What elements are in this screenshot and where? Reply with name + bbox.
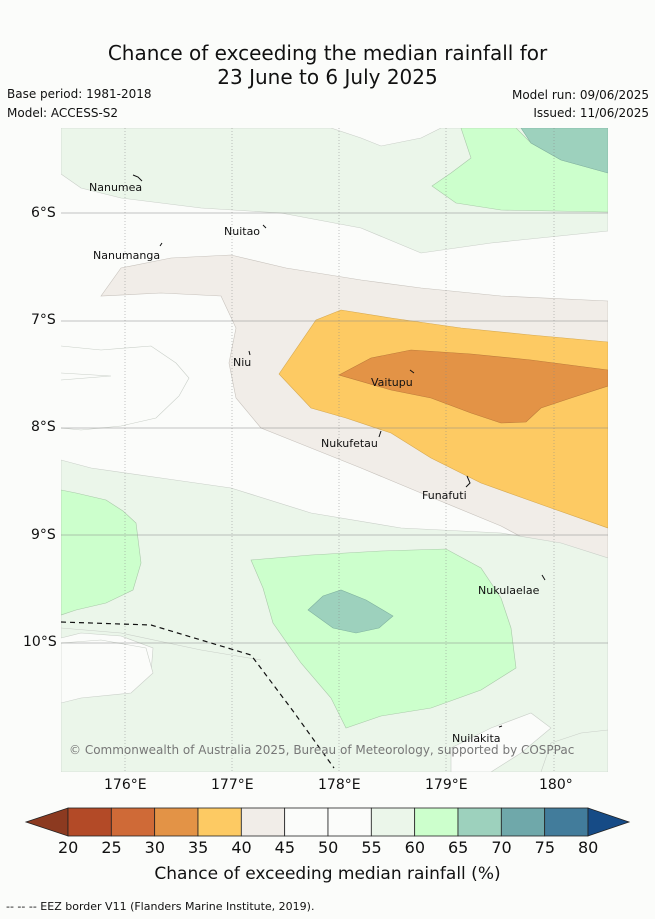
island-label-niu: Niu: [233, 356, 251, 369]
zone-55-60-corner: [540, 729, 608, 772]
colorbar-segment: [544, 807, 589, 837]
colorbar: [24, 807, 631, 837]
island-nuilakita-shape: [498, 725, 503, 728]
island-nukufetau-shape: [378, 430, 382, 438]
colorbar-segment: [197, 807, 242, 837]
colorbar-tick-label: 35: [188, 838, 209, 857]
island-label-nuitao: Nuitao: [224, 225, 260, 238]
island-label-nuilakita: Nuilakita: [452, 732, 501, 745]
colorbar-tick-label: 80: [578, 838, 599, 857]
island-funafuti-shape: [465, 475, 471, 488]
colorbar-segment: [284, 807, 329, 837]
colorbar-segment: [327, 807, 372, 837]
island-vaitupu-shape: [409, 369, 415, 374]
zone-65-70-center: [307, 589, 394, 634]
issued-date: Issued: 11/06/2025: [533, 106, 649, 120]
colorbar-tick-label: 20: [58, 838, 79, 857]
island-label-vaitupu: Vaitupu: [371, 376, 413, 389]
eez-legend: -- -- -- EEZ border V11 (Flanders Marine…: [6, 900, 315, 913]
colorbar-segment: [414, 807, 459, 837]
contour-line-3: [61, 627, 262, 661]
copyright-notice: © Commonwealth of Australia 2025, Bureau…: [69, 743, 574, 757]
colorbar-tick-label: 70: [491, 838, 512, 857]
zone-white-bottom-right: [450, 712, 552, 772]
base-period: Base period: 1981-2018: [7, 87, 152, 101]
islands: [132, 174, 546, 728]
island-nuitao-shape: [262, 224, 267, 229]
model-name: Model: ACCESS-S2: [7, 106, 119, 120]
map-title-line1: Chance of exceeding the median rainfall …: [107, 41, 548, 65]
colorbar-low-arrow: [24, 807, 69, 837]
zone-white-lower-left: [61, 639, 154, 704]
contour-line-2: [61, 372, 112, 381]
zone-60-65-left: [61, 489, 142, 616]
colorbar-segment: [110, 807, 156, 837]
colorbar-title: Chance of exceeding median rainfall (%): [154, 864, 501, 884]
island-label-funafuti: Funafuti: [422, 489, 467, 502]
colorbar-tick-label: 65: [448, 838, 469, 857]
rainfall-map: Nanumea Nuitao Nanumanga Niu Vaitupu Nuk…: [61, 128, 608, 772]
zone-30-35: [338, 349, 608, 424]
lon-label-177e: 177°E: [211, 777, 254, 793]
zone-60-65-top: [431, 128, 608, 213]
island-nanumea-shape: [132, 174, 143, 182]
colorbar-high-arrow: [587, 807, 631, 837]
colorbar-tick-label: 40: [231, 838, 252, 857]
map-title-line2: 23 June to 6 July 2025: [217, 65, 438, 89]
colorbar-tick-label: 25: [101, 838, 122, 857]
lon-label-178e: 178°E: [318, 777, 361, 793]
model-run: Model run: 09/06/2025: [511, 88, 649, 102]
graticule: [61, 128, 608, 772]
zone-65-70-top: [520, 128, 608, 174]
lat-label-6s: 6°S: [31, 205, 56, 221]
lon-label-180: 180°: [539, 777, 573, 793]
island-label-nukulaelae: Nukulaelae: [478, 584, 540, 597]
colorbar-tick-label: 75: [534, 838, 556, 857]
colorbar-segment: [457, 807, 502, 837]
colorbar-segment: [154, 807, 199, 837]
island-nanumanga-shape: [159, 242, 163, 247]
colorbar-tick-label: 50: [318, 838, 339, 857]
island-nukulaelae-shape: [541, 574, 546, 581]
colorbar-tick-label: 30: [144, 838, 166, 857]
island-label-nukufetau: Nukufetau: [321, 437, 378, 450]
map-svg: Nanumea Nuitao Nanumanga Niu Vaitupu Nuk…: [61, 128, 608, 772]
colorbar-segment: [240, 807, 286, 837]
island-label-nanumea: Nanumea: [89, 181, 142, 194]
colorbar-segment: [500, 807, 546, 837]
colorbar-tick-label: 55: [361, 838, 382, 857]
colorbar-tick-label: 45: [274, 838, 296, 857]
zone-60-65-center: [250, 548, 517, 729]
lat-label-9s: 9°S: [31, 527, 56, 543]
colorbar-tick-label: 60: [404, 838, 426, 857]
lon-label-176e: 176°E: [104, 777, 147, 793]
island-niu-shape: [248, 350, 251, 356]
lat-label-10s: 10°S: [23, 634, 57, 650]
lat-label-7s: 7°S: [31, 312, 56, 328]
colorbar-segment: [370, 807, 416, 837]
lon-label-179e: 179°E: [425, 777, 468, 793]
lat-label-8s: 8°S: [31, 419, 56, 435]
colorbar-segment: [67, 807, 112, 837]
island-label-nanumanga: Nanumanga: [93, 249, 160, 262]
